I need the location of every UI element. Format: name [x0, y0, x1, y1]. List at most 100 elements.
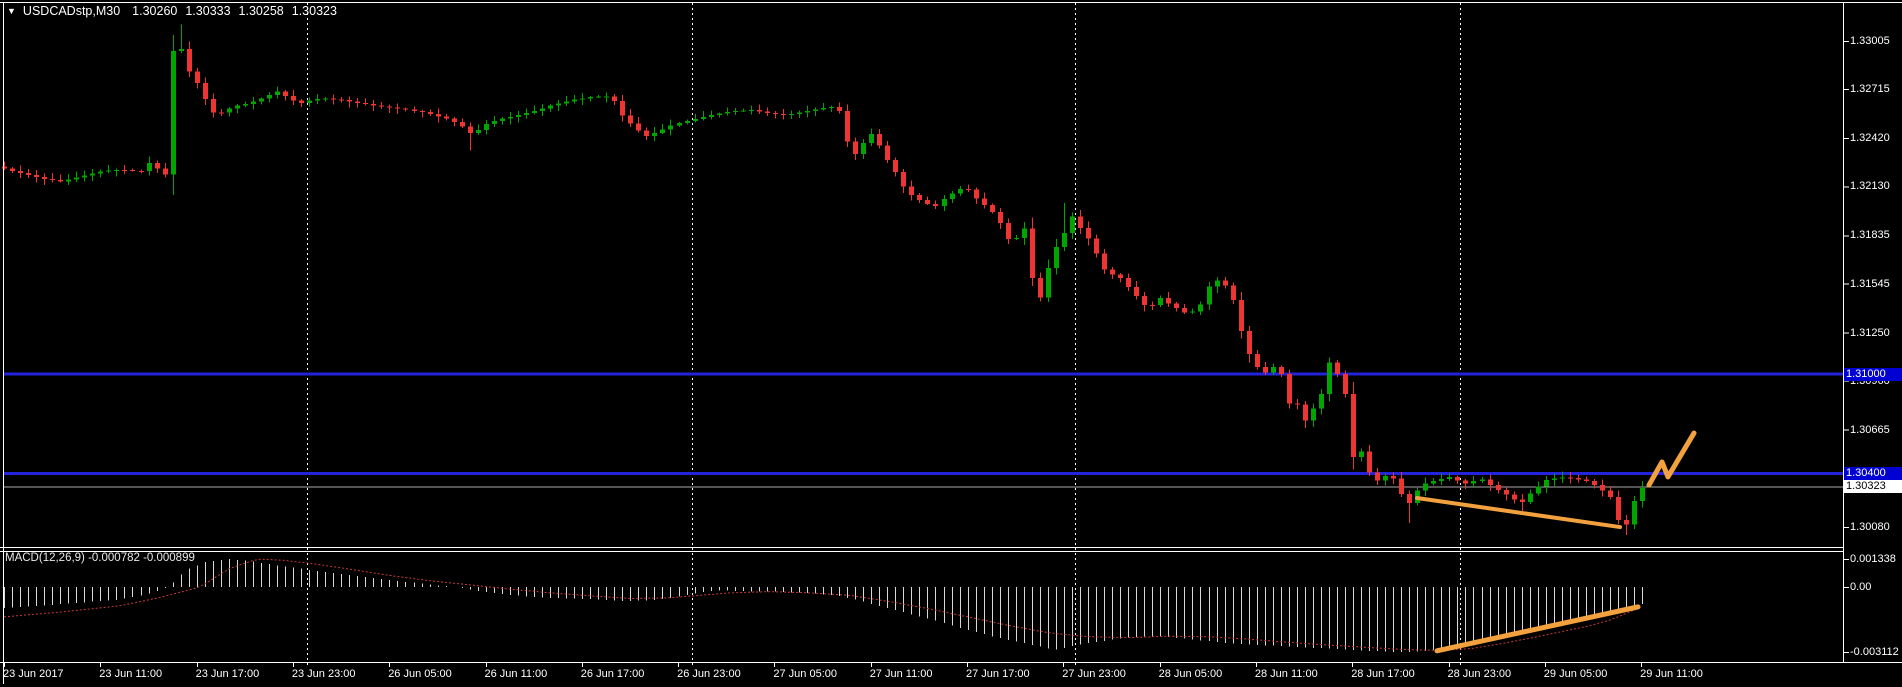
candle: [532, 105, 537, 115]
chart-title: ▼ USDCADstp,M30 1.30260 1.30333 1.30258 1.303…: [7, 4, 345, 18]
candle: [484, 119, 489, 135]
candle: [813, 107, 818, 117]
candle: [580, 92, 585, 105]
indicator-label: MACD(12,26,9) -0.000782 -0.000899: [5, 552, 195, 564]
candle: [805, 105, 810, 118]
candle-body: [2, 166, 7, 169]
candle-body: [1552, 478, 1557, 481]
candle: [685, 119, 690, 125]
candle: [572, 94, 577, 104]
candle: [331, 94, 336, 105]
candle-body: [315, 99, 320, 101]
candle: [1431, 478, 1436, 486]
candle: [171, 35, 176, 195]
candle: [130, 168, 135, 172]
candle: [1343, 370, 1348, 398]
candle-body: [50, 178, 55, 181]
candle: [155, 160, 160, 174]
candle-body: [1271, 367, 1276, 373]
candle-body: [468, 126, 473, 134]
candle: [211, 93, 216, 118]
candle: [508, 111, 513, 125]
candle-body: [130, 170, 135, 172]
candle-body: [660, 129, 665, 133]
ohlc-high: 1.30333: [185, 4, 231, 18]
candle: [420, 109, 425, 118]
candle-body: [765, 111, 770, 114]
candle: [1223, 277, 1228, 289]
candle-body: [917, 195, 922, 201]
macd-trendline[interactable]: [1434, 604, 1641, 654]
candle-body: [685, 120, 690, 124]
period-separator-grid: [307, 3, 1461, 666]
candle-body: [733, 111, 738, 113]
candle: [395, 103, 400, 115]
candle: [1126, 273, 1131, 291]
candle-body: [387, 106, 392, 108]
candle-body: [1223, 280, 1228, 286]
candle-body: [1182, 308, 1187, 313]
candle-body: [668, 125, 673, 130]
candle: [909, 180, 914, 201]
candle-body: [540, 108, 545, 111]
ohlc-close: 1.30323: [291, 4, 337, 18]
candle: [1158, 295, 1163, 308]
candle-body: [323, 98, 328, 100]
candle: [283, 90, 288, 101]
candle: [1351, 381, 1356, 470]
candle: [733, 107, 738, 115]
candle: [1255, 349, 1260, 370]
candle-body: [347, 100, 352, 102]
candle: [339, 96, 344, 103]
candle: [596, 95, 601, 99]
candle: [436, 108, 441, 123]
candle-body: [1383, 476, 1388, 481]
candle-body: [203, 83, 208, 99]
candle: [1480, 477, 1485, 483]
price-trendline[interactable]: [1415, 495, 1622, 530]
candle-body: [1600, 484, 1605, 491]
candle-body: [1062, 232, 1067, 248]
candle-body: [1439, 478, 1444, 481]
candle-body: [476, 130, 481, 134]
candle-body: [958, 189, 963, 194]
candle-body: [26, 173, 31, 176]
candle: [1198, 301, 1203, 315]
candle: [227, 106, 232, 117]
candle: [548, 103, 553, 113]
candle-body: [1126, 277, 1131, 287]
candle: [829, 105, 834, 112]
symbol-dropdown-icon[interactable]: ▼: [7, 6, 16, 16]
candle-body: [195, 71, 200, 84]
candle-body: [982, 198, 987, 206]
projection-zigzag[interactable]: [1646, 430, 1697, 488]
candle: [1335, 359, 1340, 377]
candle: [628, 108, 633, 127]
candle: [1359, 448, 1364, 462]
candle-body: [98, 171, 103, 174]
candle: [1327, 357, 1332, 402]
candle-body: [1166, 297, 1171, 304]
candle-body: [1471, 480, 1476, 484]
candle-body: [1423, 483, 1428, 491]
candle: [933, 200, 938, 209]
candle-body: [1520, 499, 1525, 502]
candle-body: [1640, 488, 1645, 501]
candle-body: [171, 51, 176, 175]
candle: [998, 207, 1003, 230]
candle: [1544, 475, 1549, 493]
candle-body: [1632, 500, 1637, 525]
candle: [34, 170, 39, 183]
candle: [1182, 304, 1187, 314]
candle-body: [620, 100, 625, 116]
candle-body: [1335, 362, 1340, 375]
candle: [203, 77, 208, 106]
candle: [556, 99, 561, 111]
candle: [307, 97, 312, 107]
candle-body: [1391, 476, 1396, 479]
candle: [966, 184, 971, 192]
candle-body: [1560, 477, 1565, 479]
candle-body: [821, 107, 826, 110]
